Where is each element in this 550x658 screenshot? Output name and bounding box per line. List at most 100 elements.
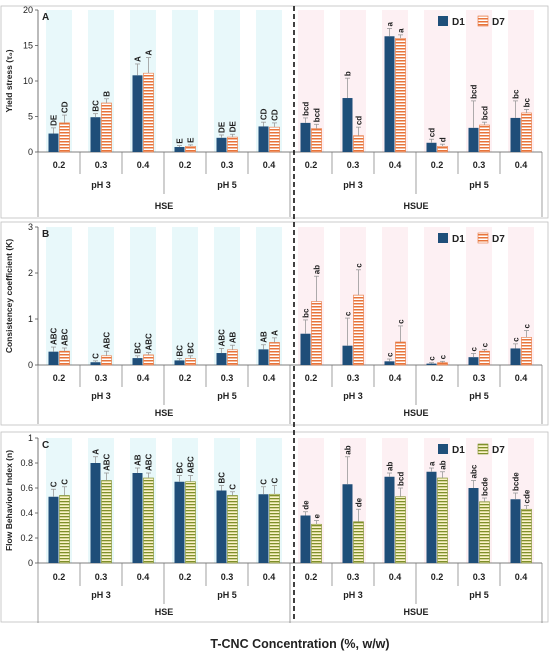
significance-label: c <box>386 352 395 357</box>
significance-label: c <box>470 347 479 352</box>
bar-d1 <box>216 490 227 563</box>
bar-d1 <box>468 488 479 563</box>
bg-band <box>424 227 450 365</box>
significance-label: B <box>103 91 112 97</box>
bar-d7 <box>395 341 406 366</box>
legend-label: D7 <box>492 234 505 245</box>
bg-band <box>172 227 198 365</box>
bar-d7 <box>227 136 238 153</box>
x-tick-label: 0.3 <box>473 160 486 170</box>
bar-d7 <box>269 126 280 153</box>
y-tick-label: 0.2 <box>20 533 33 543</box>
significance-label: DE <box>218 121 227 133</box>
panel-letter: B <box>42 229 49 240</box>
bar-d7 <box>311 128 322 153</box>
bar-d1 <box>174 360 185 365</box>
panel-letter: C <box>42 440 49 451</box>
bar-d7 <box>227 349 238 366</box>
significance-label: e <box>313 514 322 519</box>
bar-d7 <box>521 337 532 366</box>
x-tick-label: 0.4 <box>263 572 276 582</box>
bar-d1 <box>216 353 227 365</box>
significance-label: bcde <box>512 472 521 491</box>
legend-label: D7 <box>492 17 505 28</box>
significance-label: A <box>92 449 101 455</box>
significance-label: AB <box>260 331 269 343</box>
y-tick-label: 1 <box>28 433 33 443</box>
ph-group-label: pH 5 <box>469 180 489 190</box>
bar-d1 <box>384 361 395 365</box>
significance-label: A <box>145 50 154 56</box>
significance-label: BC <box>187 342 196 354</box>
ph-group-label: pH 3 <box>343 180 363 190</box>
bar-d1 <box>174 481 185 563</box>
significance-label: c <box>481 342 490 347</box>
bar-d1 <box>510 499 521 563</box>
x-axis-title: T-CNC Concentration (%, w/w) <box>210 637 389 651</box>
significance-label: ABC <box>145 453 154 471</box>
treatment-label: HSUE <box>403 201 428 211</box>
bar-d7 <box>59 495 70 564</box>
x-tick-label: 0.2 <box>53 373 66 383</box>
significance-label: cde <box>523 489 532 503</box>
bar-d1 <box>258 349 269 365</box>
ph-group-label: pH 3 <box>343 590 363 600</box>
bg-band <box>46 227 72 365</box>
x-tick-label: 0.2 <box>53 160 66 170</box>
x-tick-label: 0.3 <box>95 373 108 383</box>
legend-label: D1 <box>452 17 465 28</box>
bar-d1 <box>90 117 101 152</box>
significance-label: AB <box>134 454 143 466</box>
x-tick-label: 0.3 <box>473 572 486 582</box>
x-tick-label: 0.4 <box>515 160 528 170</box>
panel-frame <box>0 5 549 219</box>
bar-d1 <box>510 348 521 365</box>
x-tick-label: 0.2 <box>53 572 66 582</box>
significance-label: c <box>428 356 437 361</box>
significance-label: a <box>428 461 437 466</box>
bar-d7 <box>311 301 322 366</box>
bar-d7 <box>227 495 238 564</box>
significance-label: DE <box>229 120 238 132</box>
bar-d1 <box>300 122 311 152</box>
significance-label: bc <box>512 89 521 99</box>
bar-d1 <box>48 351 59 365</box>
bg-band <box>88 227 114 365</box>
significance-label: bcd <box>313 108 322 122</box>
bar-d7 <box>269 493 280 564</box>
y-tick-label: 20 <box>23 5 33 15</box>
bar-d1 <box>258 494 269 563</box>
significance-label: c <box>512 337 521 342</box>
bg-band <box>466 227 492 365</box>
bar-d1 <box>132 473 143 563</box>
bar-d7 <box>59 122 70 153</box>
y-tick-label: 15 <box>23 41 33 51</box>
bar-d7 <box>101 480 112 564</box>
legend-label: D1 <box>452 234 465 245</box>
bar-d1 <box>342 345 353 365</box>
significance-label: ab <box>313 265 322 274</box>
legend-swatch-d1 <box>438 16 448 26</box>
bar-d1 <box>342 98 353 152</box>
bar-d7 <box>101 102 112 153</box>
x-tick-label: 0.4 <box>137 572 150 582</box>
x-tick-label: 0.3 <box>95 160 108 170</box>
bg-band <box>214 10 240 152</box>
significance-label: CD <box>260 108 269 120</box>
bg-band <box>424 10 450 152</box>
bar-d1 <box>426 363 437 365</box>
significance-label: CD <box>271 109 280 121</box>
bar-d1 <box>510 117 521 152</box>
legend-swatch-d7 <box>477 15 489 27</box>
bar-d1 <box>300 515 311 563</box>
significance-label: C <box>61 479 70 485</box>
significance-label: C <box>260 479 269 485</box>
legend-swatch-d1 <box>438 233 448 243</box>
significance-label: ABC <box>61 328 70 346</box>
treatment-label: HSE <box>155 408 174 418</box>
y-axis-label: Consistencey coefficient (K) <box>4 239 14 353</box>
treatment-label: HSUE <box>403 408 428 418</box>
bar-d7 <box>479 350 490 366</box>
bar-d1 <box>174 147 185 152</box>
bar-d1 <box>48 496 59 563</box>
